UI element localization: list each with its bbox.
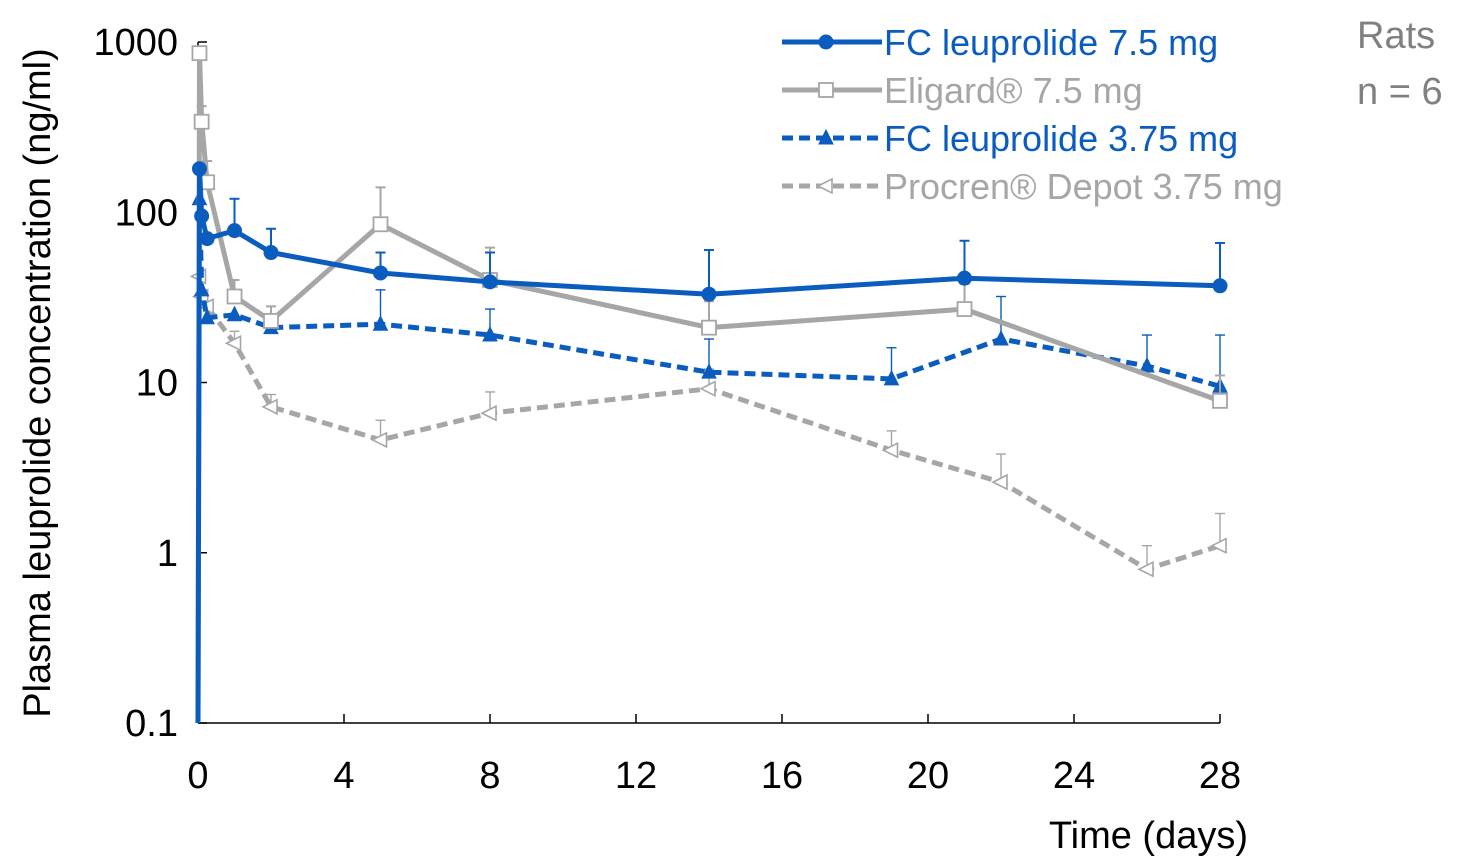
- legend-marker: [818, 128, 834, 145]
- data-point: [372, 216, 389, 233]
- data-point: [370, 431, 388, 449]
- data-point: [991, 473, 1008, 491]
- data-point: [993, 329, 1009, 346]
- legend-label: FC leuprolide 7.5 mg: [884, 22, 1218, 63]
- y-tick-label: 10: [136, 363, 178, 405]
- data-point: [373, 265, 388, 281]
- legend: FC leuprolide 7.5 mg Eligard® 7.5 mg FC le…: [782, 22, 1283, 207]
- data-point: [701, 319, 717, 336]
- data-point: [226, 288, 243, 305]
- y-tick-label: 100: [115, 192, 178, 234]
- legend-label: Eligard® 7.5 mg: [884, 70, 1143, 111]
- legend-item: Eligard® 7.5 mg: [782, 70, 1143, 111]
- legend-marker: [816, 177, 833, 195]
- data-point: [263, 313, 279, 329]
- data-point: [480, 404, 497, 422]
- legend-label: Procren® Depot 3.75 mg: [884, 166, 1283, 207]
- x-tick-label: 20: [907, 755, 949, 797]
- y-tick-label: 1: [157, 533, 178, 575]
- data-point: [191, 161, 207, 177]
- data-point: [482, 274, 498, 290]
- data-point: [372, 315, 389, 331]
- data-point: [1137, 560, 1154, 578]
- series-1: [191, 161, 1228, 724]
- series-4: [189, 268, 1227, 578]
- y-tick-label: 1000: [93, 22, 178, 64]
- x-tick-label: 28: [1199, 755, 1241, 797]
- data-point: [701, 363, 717, 379]
- x-ticks: 0 4 8 12 16 20 24 28: [187, 714, 1241, 797]
- data-point: [699, 380, 716, 397]
- data-point: [482, 325, 498, 342]
- data-point: [1212, 392, 1228, 409]
- axes: 0 4 8 12 16 20 24 28 0.1 1 10 100 1000: [93, 22, 1241, 797]
- x-tick-label: 8: [479, 755, 500, 797]
- annotation-n: n = 6: [1357, 71, 1443, 113]
- data-point: [957, 270, 972, 286]
- legend-item: FC leuprolide 3.75 mg: [782, 118, 1238, 159]
- legend-item: Procren® Depot 3.75 mg: [782, 166, 1283, 207]
- data-point: [883, 369, 900, 386]
- x-axis-title: Time (days): [1049, 815, 1248, 857]
- legend-marker: [818, 82, 834, 98]
- data-point: [193, 113, 210, 130]
- plot-area: [189, 45, 1228, 724]
- y-axis-title: Plasma leuprolide concentration (ng/ml): [17, 48, 59, 718]
- x-tick-label: 12: [615, 755, 657, 797]
- data-point: [194, 208, 210, 224]
- data-point: [191, 45, 208, 62]
- data-point: [1139, 356, 1155, 373]
- legend-item: FC leuprolide 7.5 mg: [782, 22, 1218, 63]
- data-point: [227, 223, 242, 239]
- series-line: [197, 198, 1221, 389]
- annotation-rats: Rats: [1357, 15, 1435, 57]
- series-2: [191, 45, 1228, 724]
- data-point: [263, 245, 279, 261]
- data-point: [956, 301, 973, 317]
- data-point: [881, 441, 899, 459]
- data-point: [224, 334, 242, 352]
- legend-label: FC leuprolide 3.75 mg: [884, 118, 1238, 159]
- data-point: [261, 398, 278, 416]
- x-tick-label: 4: [333, 755, 354, 797]
- x-tick-label: 16: [761, 755, 803, 797]
- x-tick-label: 0: [187, 755, 208, 797]
- data-point: [701, 286, 717, 302]
- data-point: [199, 308, 215, 325]
- data-point: [1210, 537, 1227, 554]
- y-ticks: 0.1 1 10 100 1000: [93, 22, 207, 745]
- data-point: [226, 305, 243, 322]
- y-tick-label: 0.1: [125, 703, 178, 745]
- data-point: [199, 231, 215, 247]
- legend-marker: [818, 34, 834, 50]
- data-point: [1212, 278, 1228, 294]
- x-tick-label: 24: [1053, 755, 1095, 797]
